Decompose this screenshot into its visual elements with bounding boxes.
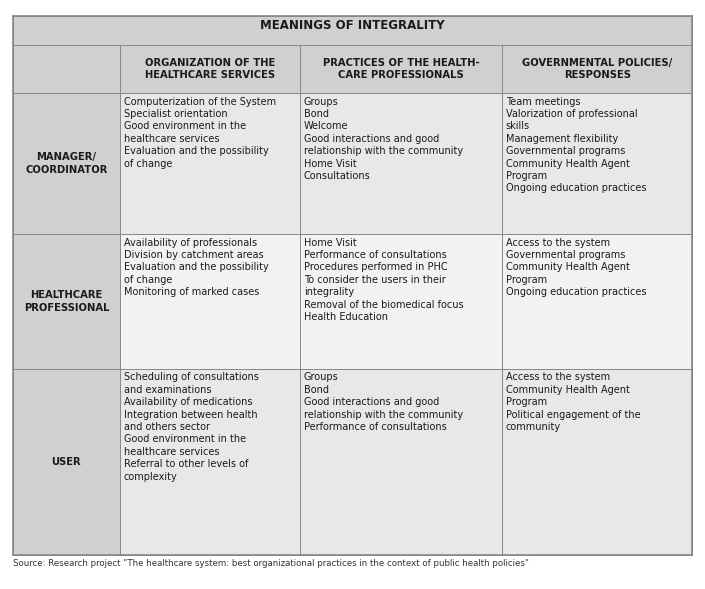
Bar (300, 93, 502, 234)
Text: Groups
Bond
Good interactions and good
relationship with the community
Performan: Groups Bond Good interactions and good r… (304, 372, 463, 432)
Bar (300, 234, 502, 369)
Bar (502, 45, 692, 93)
Text: Availability of professionals
Division by catchment areas
Evaluation and the pos: Availability of professionals Division b… (123, 237, 269, 297)
Text: GOVERNMENTAL POLICIES/
RESPONSES: GOVERNMENTAL POLICIES/ RESPONSES (522, 58, 673, 80)
Text: Team meetings
Valorization of professional
skills
Management flexibility
Governm: Team meetings Valorization of profession… (505, 97, 646, 193)
Bar (120, 234, 300, 369)
Bar (502, 369, 692, 555)
Text: Scheduling of consultations
and examinations
Availability of medications
Integra: Scheduling of consultations and examinat… (123, 372, 259, 482)
Text: MANAGER/
COORDINATOR: MANAGER/ COORDINATOR (25, 152, 108, 175)
Text: USER: USER (51, 457, 81, 467)
Bar (300, 45, 502, 93)
Bar (13, 45, 120, 93)
Bar (502, 234, 692, 369)
Bar (502, 93, 692, 234)
Text: Access to the system
Community Health Agent
Program
Political engagement of the
: Access to the system Community Health Ag… (505, 372, 640, 432)
Bar (120, 93, 300, 234)
Bar (13, 369, 120, 555)
Bar (13, 16, 692, 45)
Text: Home Visit
Performance of consultations
Procedures performed in PHC
To consider : Home Visit Performance of consultations … (304, 237, 463, 322)
Bar (13, 93, 120, 234)
Text: Access to the system
Governmental programs
Community Health Agent
Program
Ongoin: Access to the system Governmental progra… (505, 237, 646, 297)
Text: Source: Research project "The healthcare system: best organizational practices i: Source: Research project "The healthcare… (13, 559, 529, 568)
Text: PRACTICES OF THE HEALTH-
CARE PROFESSIONALS: PRACTICES OF THE HEALTH- CARE PROFESSION… (323, 58, 479, 80)
Text: ORGANIZATION OF THE
HEALTHCARE SERVICES: ORGANIZATION OF THE HEALTHCARE SERVICES (145, 58, 276, 80)
Text: Computerization of the System
Specialist orientation
Good environment in the
hea: Computerization of the System Specialist… (123, 97, 276, 168)
Bar (300, 369, 502, 555)
Text: MEANINGS OF INTEGRALITY: MEANINGS OF INTEGRALITY (260, 19, 445, 32)
Bar (13, 234, 120, 369)
Bar (120, 45, 300, 93)
Text: Groups
Bond
Welcome
Good interactions and good
relationship with the community
H: Groups Bond Welcome Good interactions an… (304, 97, 463, 181)
Bar (120, 369, 300, 555)
Text: HEALTHCARE
PROFESSIONAL: HEALTHCARE PROFESSIONAL (24, 290, 109, 313)
